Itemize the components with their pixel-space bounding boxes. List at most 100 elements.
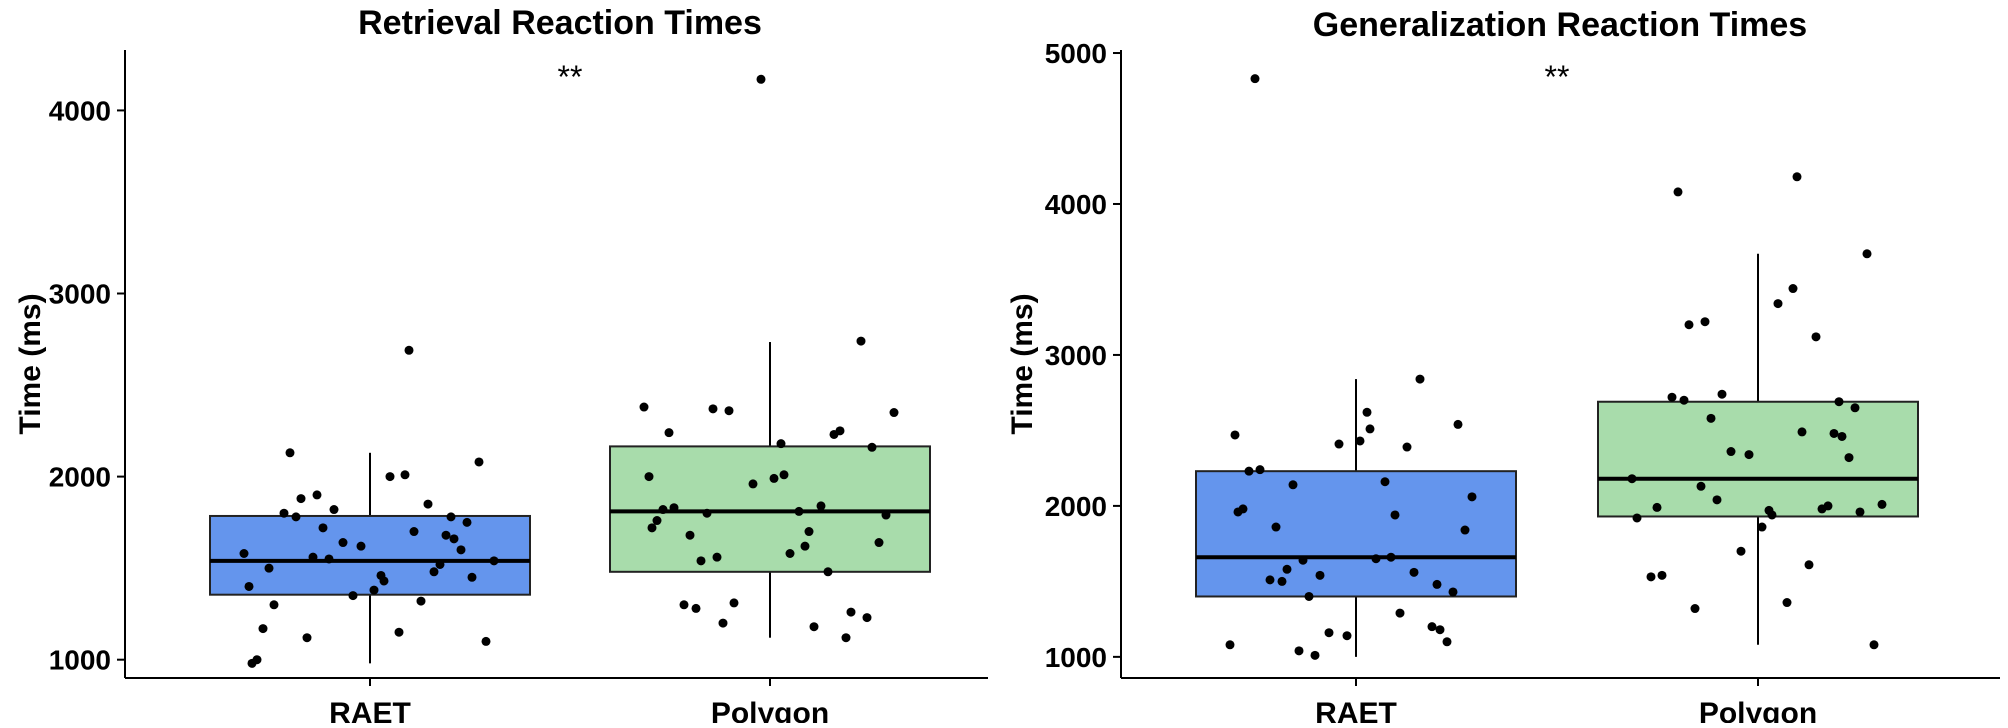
data-point bbox=[308, 552, 318, 562]
data-point bbox=[785, 548, 795, 558]
data-point bbox=[804, 527, 814, 537]
data-point bbox=[867, 442, 877, 452]
data-point bbox=[1726, 447, 1736, 457]
data-point bbox=[1271, 522, 1281, 532]
data-point bbox=[800, 541, 810, 551]
data-point bbox=[1811, 332, 1821, 342]
data-point bbox=[435, 559, 445, 569]
chart-title: Retrieval Reaction Times bbox=[358, 4, 762, 42]
data-point bbox=[462, 517, 472, 527]
data-point bbox=[1250, 74, 1260, 84]
data-point bbox=[244, 581, 254, 591]
data-point bbox=[691, 603, 701, 613]
data-point bbox=[291, 512, 301, 522]
data-point bbox=[652, 516, 662, 526]
data-point bbox=[669, 503, 679, 513]
data-point bbox=[1627, 474, 1637, 484]
data-point bbox=[1684, 320, 1694, 330]
data-point bbox=[1315, 570, 1325, 580]
y-tick-label: 5000 bbox=[1045, 38, 1107, 69]
y-tick-label: 3000 bbox=[1045, 340, 1107, 371]
data-point bbox=[1294, 646, 1304, 656]
data-point bbox=[1460, 525, 1470, 535]
data-point bbox=[312, 490, 322, 500]
data-point bbox=[718, 618, 728, 628]
y-axis-title: Time (ms) bbox=[1006, 293, 1039, 434]
data-point bbox=[474, 457, 484, 467]
data-point bbox=[302, 633, 312, 643]
data-point bbox=[664, 428, 674, 438]
data-point bbox=[1304, 591, 1314, 601]
data-point bbox=[1764, 505, 1774, 515]
significance-marker: ** bbox=[558, 59, 583, 95]
data-point bbox=[481, 636, 491, 646]
data-point bbox=[285, 448, 295, 458]
x-category-label: Polygon bbox=[711, 697, 829, 723]
data-point bbox=[1797, 427, 1807, 437]
data-point bbox=[1834, 397, 1844, 407]
data-point bbox=[1792, 172, 1802, 182]
data-point bbox=[1442, 637, 1452, 647]
data-point bbox=[816, 501, 826, 511]
data-point bbox=[712, 552, 722, 562]
data-point bbox=[1277, 576, 1287, 586]
data-point bbox=[338, 538, 348, 548]
data-point bbox=[264, 563, 274, 573]
data-point bbox=[456, 545, 466, 555]
data-point bbox=[835, 426, 845, 436]
data-point bbox=[258, 624, 268, 634]
chart-title: Generalization Reaction Times bbox=[1313, 6, 1807, 44]
data-point bbox=[369, 585, 379, 595]
y-tick-label: 3000 bbox=[49, 279, 111, 310]
x-category-label: RAET bbox=[329, 697, 411, 723]
data-point bbox=[1362, 407, 1372, 417]
data-point bbox=[1855, 507, 1865, 517]
data-point bbox=[823, 567, 833, 577]
data-point bbox=[1230, 430, 1240, 440]
data-point bbox=[1632, 513, 1642, 523]
data-point bbox=[1673, 187, 1683, 197]
data-point bbox=[1844, 453, 1854, 463]
data-point bbox=[1782, 598, 1792, 608]
data-point bbox=[794, 506, 804, 516]
data-point bbox=[708, 404, 718, 414]
data-point bbox=[1415, 374, 1425, 384]
data-point bbox=[441, 530, 451, 540]
data-point bbox=[889, 408, 899, 418]
data-point bbox=[729, 598, 739, 608]
data-point bbox=[1402, 442, 1412, 452]
data-point bbox=[1667, 392, 1677, 402]
data-point bbox=[856, 336, 866, 346]
data-point bbox=[467, 572, 477, 582]
y-tick-label: 1000 bbox=[49, 645, 111, 676]
data-point bbox=[1371, 554, 1381, 564]
data-point bbox=[696, 556, 706, 566]
data-point bbox=[702, 508, 712, 518]
data-point bbox=[385, 472, 395, 482]
data-point bbox=[1804, 560, 1814, 570]
x-category-label: Polygon bbox=[1699, 697, 1817, 723]
data-point bbox=[1717, 389, 1727, 399]
data-point bbox=[1355, 436, 1365, 446]
data-point bbox=[1829, 428, 1839, 438]
data-point bbox=[769, 473, 779, 483]
data-point bbox=[1706, 413, 1716, 423]
y-tick-label: 2000 bbox=[49, 462, 111, 493]
data-point bbox=[1453, 419, 1463, 429]
data-point bbox=[416, 596, 426, 606]
data-point bbox=[446, 512, 456, 522]
data-point bbox=[1334, 439, 1344, 449]
data-point bbox=[1869, 640, 1879, 650]
box-raet bbox=[1195, 470, 1517, 598]
data-point bbox=[1448, 587, 1458, 597]
box-polygon bbox=[609, 445, 931, 573]
data-point bbox=[324, 554, 334, 564]
data-point bbox=[1255, 465, 1265, 475]
data-point bbox=[1823, 501, 1833, 511]
data-point bbox=[658, 505, 668, 515]
data-point bbox=[679, 600, 689, 610]
data-point bbox=[489, 556, 499, 566]
data-point bbox=[1690, 604, 1700, 614]
